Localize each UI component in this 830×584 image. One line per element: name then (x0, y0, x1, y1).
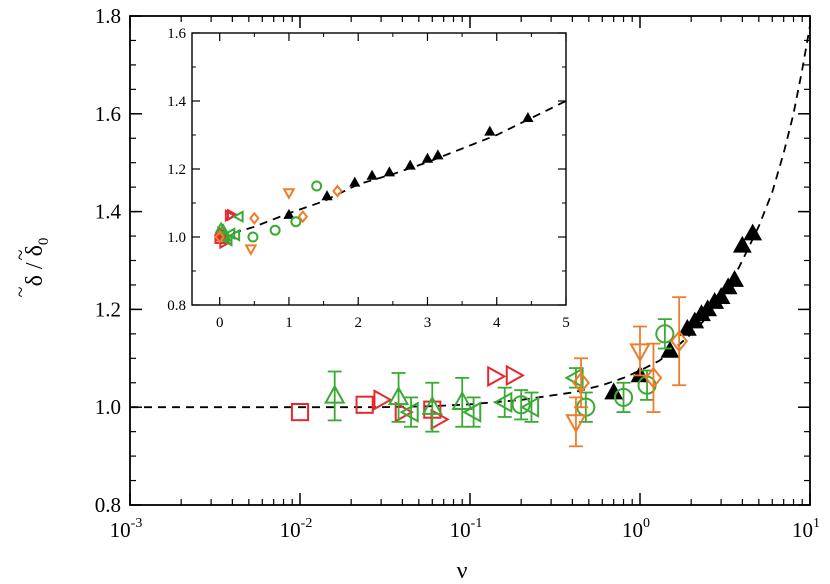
main-orange-diamonds-point (572, 371, 590, 394)
inset-green-circles-point (311, 180, 323, 192)
inset-green-circles-point (290, 216, 302, 228)
inset-green-left-triangles-point (220, 233, 233, 247)
main-red-right-triangles-point (373, 389, 393, 411)
inset-data-points (214, 111, 534, 256)
main-black-filled-triangles-point (711, 287, 731, 304)
inset-x-tick-label: 1 (285, 315, 293, 331)
inset-green-left-triangles-point (228, 228, 241, 242)
inset-plot-frame (191, 32, 567, 306)
main-red-right-triangles-point (487, 365, 507, 388)
inset-y-tick-label: 1.0 (167, 230, 186, 246)
inset-black-filled-triangles-point (349, 176, 361, 187)
inset-plot: 0.8 1.0 1.2 1.4 1.6 0 1 2 3 4 5 (167, 26, 570, 331)
inset-black-filled-triangles-point (484, 125, 496, 136)
main-black-filled-triangles-point (743, 223, 763, 241)
inset-y-tick-label: 1.2 (167, 162, 186, 178)
x-tick-label: 10-2 (280, 516, 313, 542)
main-green-triangles-point (387, 385, 410, 406)
main-black-filled-triangles-point (660, 340, 680, 358)
svg-text:~: ~ (10, 249, 32, 260)
inset-black-filled-triangles-point (321, 190, 333, 201)
main-green-circles-point (613, 387, 634, 407)
main-red-squares-point (290, 403, 310, 422)
inset-x-tick-label: 3 (424, 315, 432, 331)
inset-y-tick-label: 1.4 (167, 94, 186, 110)
main-green-left-triangles-point (493, 391, 513, 414)
inset-red-right-triangles-point (226, 208, 239, 222)
y-tick-label: 1.4 (95, 200, 122, 224)
main-data-points (290, 223, 763, 448)
inset-x-tick-label: 0 (216, 315, 224, 331)
main-green-triangles-point (323, 384, 346, 404)
main-green-triangles-point (421, 395, 444, 415)
inset-black-filled-triangles-point (421, 152, 434, 163)
inset-black-filled-triangles-point (383, 166, 395, 177)
x-tick-label: 10-1 (450, 516, 483, 542)
inset-axis-ticks: 0.8 1.0 1.2 1.4 1.6 0 1 2 3 4 5 (167, 26, 570, 331)
y-tick-label: 1.2 (95, 297, 121, 321)
x-tick-label: 100 (622, 516, 650, 542)
main-orange-diamonds-point (670, 330, 689, 353)
y-tick-label: 1.6 (95, 102, 121, 126)
inset-y-tick-label: 1.6 (167, 26, 186, 42)
inset-black-filled-triangles-point (404, 159, 416, 170)
inset-orange-diamonds-point (297, 209, 309, 224)
inset-orange-diamonds-point (249, 211, 260, 225)
inset-orange-diamonds-point (332, 184, 343, 198)
inset-x-tick-label: 5 (562, 315, 570, 331)
inset-green-left-triangles-point (232, 210, 244, 224)
inset-orange-diamonds-point (214, 230, 225, 244)
main-green-circles-point (511, 395, 531, 415)
svg-text:~: ~ (10, 286, 32, 297)
inset-y-tick-label: 0.8 (167, 298, 186, 314)
main-red-right-triangles-point (505, 364, 525, 387)
main-fit-curve (130, 25, 811, 409)
x-tick-label: 10-3 (110, 516, 143, 542)
main-green-left-triangles-point (399, 401, 419, 423)
inset-black-filled-triangles-point (366, 169, 378, 180)
main-red-right-triangles-point (394, 401, 414, 423)
inset-green-circles-point (247, 231, 259, 243)
inset-black-filled-triangles-point (283, 208, 295, 219)
inset-x-tick-label: 2 (354, 315, 362, 331)
svg-text:δ / δ0: δ / δ0 (22, 238, 52, 287)
main-orange-diamonds-point (644, 366, 663, 389)
main-black-filled-triangles-point (732, 235, 752, 253)
x-tick-label: 101 (792, 516, 820, 542)
y-tick-label: 1.8 (95, 4, 121, 28)
inset-green-circles-point (269, 224, 281, 236)
inset-black-filled-triangles-point (522, 111, 534, 122)
main-green-circles-point (655, 324, 675, 344)
main-green-triangles-point (451, 390, 473, 410)
y-tick-label: 0.8 (95, 493, 121, 517)
main-orange-down-triangles-point (629, 343, 651, 363)
x-axis-label: ν (457, 558, 468, 584)
inset-orange-down-triangles-point (282, 188, 296, 200)
inset-black-filled-triangles-point (432, 149, 444, 160)
main-orange-down-triangles-point (565, 414, 587, 434)
inset-orange-down-triangles-point (244, 244, 258, 256)
main-black-filled-triangles-point (604, 382, 624, 400)
main-red-squares-point (355, 395, 374, 414)
main-black-filled-triangles-point (725, 270, 744, 287)
fit-curve-line (130, 25, 811, 409)
y-axis-label: δ / δ0 ~ ~ (10, 238, 52, 298)
inset-x-tick-label: 4 (493, 315, 501, 331)
y-tick-label: 1.0 (95, 395, 121, 419)
main-green-left-triangles-point (462, 401, 482, 423)
